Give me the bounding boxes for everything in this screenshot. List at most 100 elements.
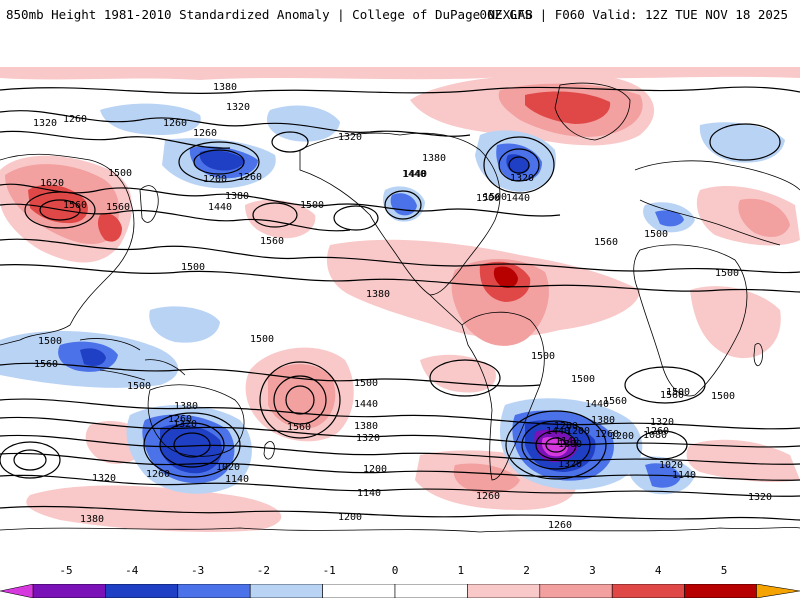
contour-label: 1500 bbox=[644, 229, 668, 240]
anomaly-negative-area bbox=[100, 103, 201, 135]
colorbar-segment bbox=[105, 584, 179, 598]
contour-label: 1500 bbox=[250, 334, 274, 345]
height-contour bbox=[0, 505, 800, 521]
anomaly-negative-area bbox=[199, 150, 245, 171]
height-contour bbox=[193, 149, 245, 175]
colorbar-tick-label: 2 bbox=[523, 564, 530, 577]
coastline-south-america bbox=[461, 311, 545, 481]
contour-label: 1440 bbox=[506, 193, 530, 204]
anomaly-negative-area bbox=[80, 348, 106, 366]
height-contour bbox=[252, 202, 298, 228]
colorbar-tick-label: -1 bbox=[322, 564, 336, 577]
contour-label: 1320 bbox=[226, 102, 250, 113]
colorbar-segment bbox=[611, 584, 685, 598]
contour-label: 1560 bbox=[63, 200, 87, 211]
height-contour bbox=[143, 412, 241, 478]
contour-label: 1080 bbox=[643, 430, 667, 441]
contour-label: 1440 bbox=[403, 169, 427, 180]
contour-label: 1500 bbox=[476, 193, 500, 204]
contour-label: 1500 bbox=[181, 262, 205, 273]
contour-label: 1500 bbox=[571, 374, 595, 385]
contour-label: 1560 bbox=[594, 237, 618, 248]
anomaly-positive-area bbox=[97, 213, 122, 242]
contour-label: 1140 bbox=[672, 470, 696, 481]
colorbar-tick-label: 5 bbox=[720, 564, 728, 577]
contour-label: 1500 bbox=[666, 387, 690, 398]
contour-label: 1320 bbox=[92, 473, 116, 484]
colorbar-scale bbox=[0, 584, 800, 598]
coastline-greenland bbox=[554, 82, 631, 141]
contour-label: 1260 bbox=[168, 414, 192, 425]
anomaly-positive-area bbox=[525, 91, 611, 124]
contour-label: 1260 bbox=[548, 520, 572, 531]
contour-label: 1260 bbox=[554, 421, 578, 432]
height-contour bbox=[0, 110, 471, 137]
contour-label: 1200 bbox=[610, 431, 634, 442]
height-contour bbox=[508, 156, 530, 174]
contour-label: 1140 bbox=[555, 436, 579, 447]
contour-label: 1440 bbox=[546, 426, 570, 437]
height-contour bbox=[384, 190, 422, 220]
height-contour bbox=[285, 385, 315, 415]
coastline-australia bbox=[147, 384, 245, 457]
colorbar: -5 -4 -3 -2 -1 0 1 2 3 4 5 bbox=[0, 562, 800, 600]
contour-label: 1500 bbox=[531, 351, 555, 362]
coastline-maritime bbox=[79, 338, 186, 381]
contour-label: 1200 bbox=[363, 464, 387, 475]
colorbar-tick-label: 4 bbox=[654, 564, 662, 577]
colorbar-arrow-low bbox=[0, 584, 34, 598]
contour-label: 1320 bbox=[33, 118, 57, 129]
anomaly-negative-area bbox=[699, 122, 785, 163]
height-contour bbox=[0, 434, 800, 465]
contour-label: 1200 bbox=[338, 512, 362, 523]
contour-label: 1380 bbox=[591, 415, 615, 426]
height-contour bbox=[636, 430, 688, 460]
coastline-new-zealand bbox=[263, 441, 275, 460]
anomaly-positive-area bbox=[420, 354, 496, 393]
contour-label: 1260 bbox=[476, 491, 500, 502]
colorbar-tick-label: -3 bbox=[190, 564, 205, 577]
height-contour bbox=[0, 441, 61, 479]
colorbar-tick-label: 3 bbox=[589, 564, 596, 577]
anomaly-negative-area bbox=[655, 210, 684, 227]
anomaly-shading bbox=[0, 67, 800, 532]
contour-label: 1200 bbox=[566, 426, 590, 437]
anomaly-positive-area bbox=[245, 199, 316, 239]
contour-label: 1140 bbox=[357, 488, 381, 499]
height-contour bbox=[271, 131, 309, 153]
contour-label: 1020 bbox=[216, 462, 240, 473]
contour-label: 1320 bbox=[338, 132, 362, 143]
height-contours bbox=[0, 86, 800, 521]
contour-label: 1020 bbox=[659, 460, 683, 471]
coastline-africa bbox=[633, 244, 748, 397]
colorbar-tick-label: 0 bbox=[391, 564, 399, 577]
anomaly-negative-area bbox=[160, 424, 222, 474]
contour-label: 1500 bbox=[127, 381, 151, 392]
contour-label: 1260 bbox=[238, 172, 262, 183]
height-contour bbox=[429, 359, 501, 397]
anomaly-positive-area bbox=[26, 485, 282, 532]
contour-label: 1380 bbox=[422, 153, 446, 164]
height-contour bbox=[13, 449, 47, 471]
height-contour bbox=[0, 86, 800, 94]
coastline-europe bbox=[634, 160, 800, 246]
contour-label: 1560 bbox=[603, 396, 627, 407]
contour-label: 1380 bbox=[225, 191, 249, 202]
height-contour bbox=[521, 420, 591, 470]
anomaly-negative-area bbox=[390, 193, 417, 216]
height-contour bbox=[483, 136, 555, 194]
anomaly-positive-area bbox=[453, 463, 520, 494]
height-contour bbox=[0, 183, 561, 217]
colorbar-segment bbox=[32, 584, 106, 598]
contour-label: 1500 bbox=[715, 268, 739, 279]
anomaly-negative-area bbox=[149, 306, 220, 343]
contour-label: 1320 bbox=[650, 417, 674, 428]
contour-label: 1500 bbox=[711, 391, 735, 402]
contour-label: 1320 bbox=[173, 419, 197, 430]
height-contour bbox=[159, 422, 225, 468]
anomaly-positive-area bbox=[690, 286, 781, 359]
coastline-asia bbox=[0, 153, 135, 346]
height-contour bbox=[24, 191, 96, 229]
map-header: 850mb Height 1981-2010 Standardized Anom… bbox=[0, 0, 800, 40]
height-contour bbox=[0, 398, 800, 430]
